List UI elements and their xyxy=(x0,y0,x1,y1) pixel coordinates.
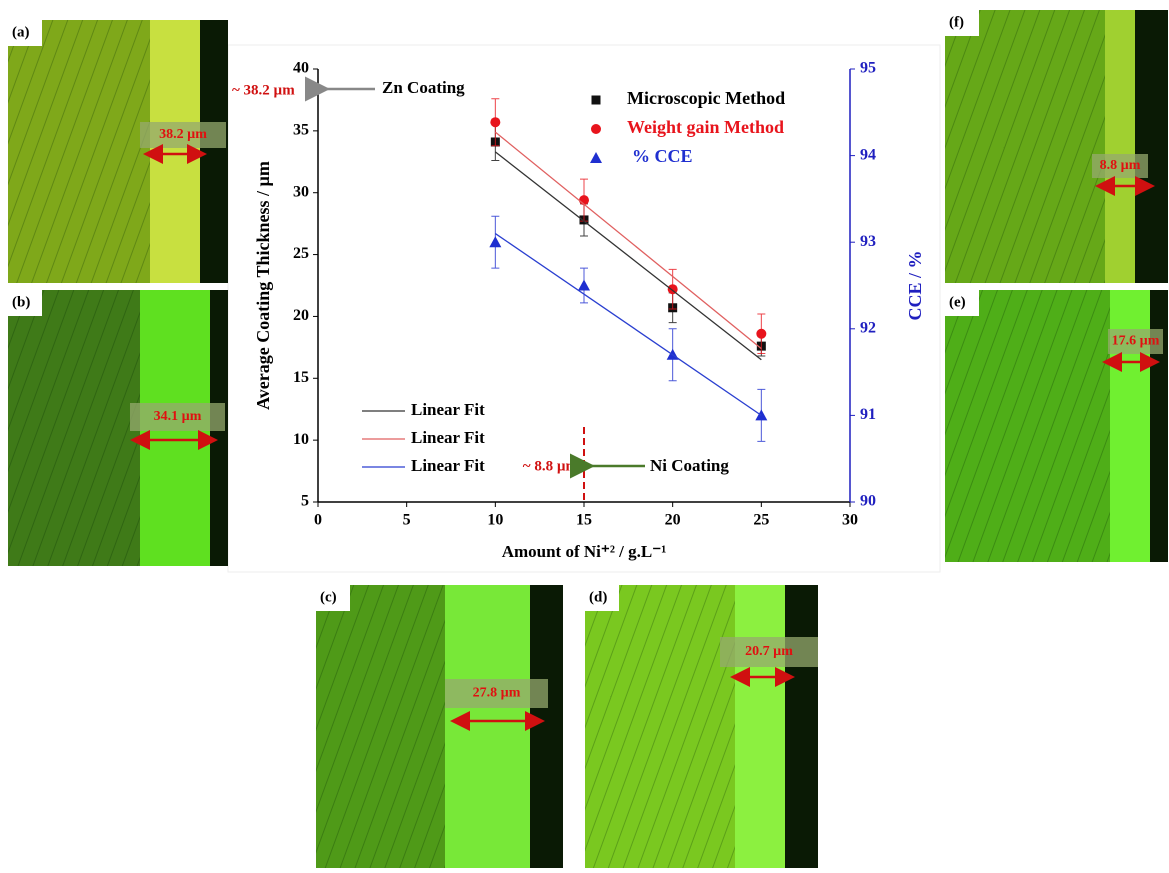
fit-line xyxy=(494,151,762,361)
panel-label: (c) xyxy=(320,589,337,605)
legend-label: Linear Fit xyxy=(411,428,485,447)
y-tick-label: 40 xyxy=(293,60,309,77)
y-tick-label: 20 xyxy=(293,307,309,324)
label-box xyxy=(8,20,42,46)
fit-line xyxy=(494,131,762,350)
y2-tick-label: 94 xyxy=(860,146,876,163)
data-point xyxy=(490,117,501,128)
background-dark xyxy=(1135,10,1168,283)
x-axis-label: Amount of Ni⁺² / g.L⁻¹ xyxy=(502,542,667,561)
y-tick-label: 30 xyxy=(293,183,309,200)
measure-box xyxy=(720,637,818,667)
x-tick-label: 20 xyxy=(665,512,681,529)
background-dark xyxy=(785,585,818,868)
coating-layer xyxy=(445,585,530,868)
annotation-label: Zn Coating xyxy=(382,78,465,97)
measurement: 27.8 µm xyxy=(473,686,521,701)
label-box xyxy=(945,10,979,36)
measure-box xyxy=(130,403,225,431)
annotation-label: Ni Coating xyxy=(650,456,729,475)
measure-box xyxy=(140,122,226,148)
label-box xyxy=(316,585,350,611)
legend-label: Linear Fit xyxy=(411,456,485,475)
legend-label: % CCE xyxy=(632,146,693,166)
panel-label: (e) xyxy=(949,294,966,310)
background-dark xyxy=(200,20,228,283)
y-tick-label: 5 xyxy=(301,493,309,510)
y2-axis-label: CCE / % xyxy=(905,250,925,320)
label-box xyxy=(585,585,619,611)
coating-layer xyxy=(150,20,200,283)
y-tick-label: 25 xyxy=(293,245,309,262)
y-axis-label: Average Coating Thickness / µm xyxy=(253,161,273,410)
measurement: 20.7 µm xyxy=(745,644,793,659)
y-tick-label: 10 xyxy=(293,431,309,448)
measurement: 38.2 µm xyxy=(159,127,207,142)
panel-label: (d) xyxy=(589,589,607,605)
coating-layer xyxy=(735,585,785,868)
y2-tick-label: 92 xyxy=(860,319,876,336)
x-tick-label: 25 xyxy=(753,512,769,529)
x-tick-label: 0 xyxy=(314,512,322,529)
data-point xyxy=(489,236,502,248)
y2-tick-label: 95 xyxy=(860,60,876,77)
chart-frame xyxy=(227,44,941,573)
y2-tick-label: 90 xyxy=(860,493,876,510)
y2-tick-label: 93 xyxy=(860,233,876,250)
background-dark xyxy=(530,585,563,868)
x-tick-label: 10 xyxy=(487,512,503,529)
x-tick-label: 5 xyxy=(403,512,411,529)
coating-layer xyxy=(1105,10,1135,283)
measure-box xyxy=(445,679,548,708)
panel-label: (a) xyxy=(12,24,30,40)
legend-label: Linear Fit xyxy=(411,400,485,419)
y2-tick-label: 91 xyxy=(860,406,876,423)
label-box xyxy=(8,290,42,316)
data-point xyxy=(756,328,767,339)
annotation: ~ 38.2 µm xyxy=(232,82,295,98)
measurement: 17.6 µm xyxy=(1112,334,1160,349)
y-tick-label: 15 xyxy=(293,369,309,386)
legend-label: Weight gain Method xyxy=(627,117,784,137)
x-tick-label: 15 xyxy=(576,512,592,529)
measure-box xyxy=(1092,154,1148,178)
panel-label: (f) xyxy=(949,14,964,30)
panel-label: (b) xyxy=(12,294,30,310)
y-tick-label: 35 xyxy=(293,122,309,139)
legend-label: Microscopic Method xyxy=(627,88,785,108)
legend-marker xyxy=(591,95,601,105)
measure-box xyxy=(1108,329,1163,354)
x-tick-label: 30 xyxy=(842,512,858,529)
label-box xyxy=(945,290,979,316)
annotation: ~ 8.8 µm xyxy=(523,458,579,474)
measurement: 34.1 µm xyxy=(154,409,202,424)
legend-marker xyxy=(590,152,602,163)
measurement: 8.8 µm xyxy=(1100,158,1141,173)
data-point xyxy=(578,279,590,291)
legend-marker xyxy=(591,124,601,134)
fit-line xyxy=(494,233,762,416)
